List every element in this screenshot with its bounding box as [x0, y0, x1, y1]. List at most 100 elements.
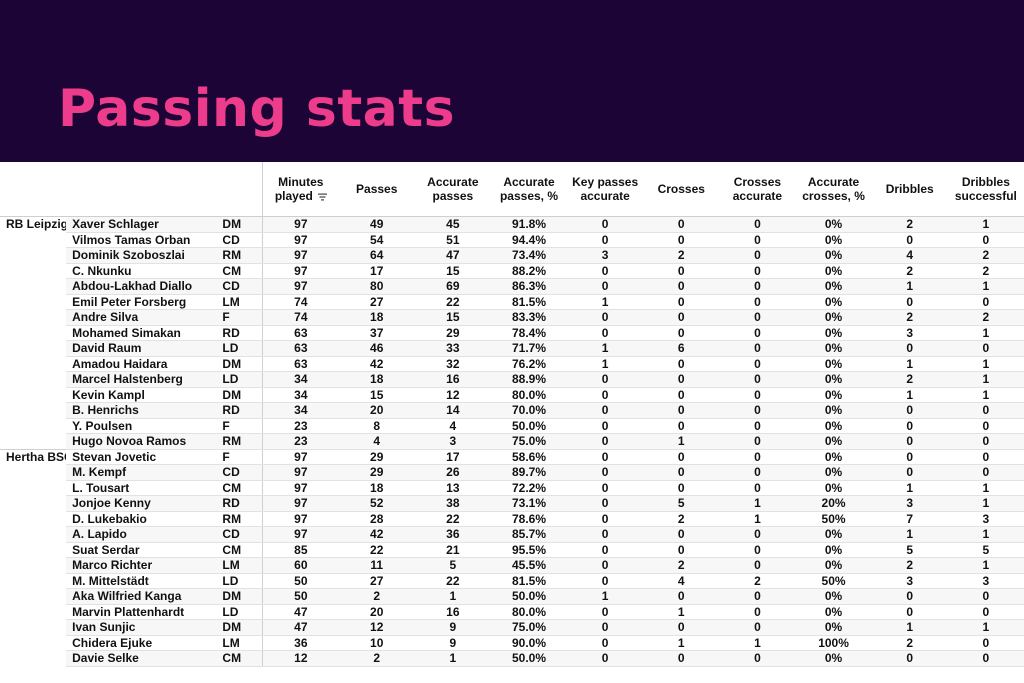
- table-row[interactable]: RB Leipzig Xaver Schlager DM 97 49 45 91.8% 0 0 0…: [0, 216, 1024, 449]
- player-name: Suat Serdar: [66, 542, 223, 558]
- column-header-dribbles-successful[interactable]: Dribbles successful: [947, 162, 1024, 217]
- stat-minutes-played: 47: [261, 619, 339, 636]
- stat-accurate-passes: 17: [414, 448, 491, 465]
- stat-crosses-accurate: 0: [719, 433, 796, 450]
- stat-accurate-crosses-pct: 100%: [795, 635, 872, 651]
- stat-dribbles: 2: [871, 371, 948, 388]
- stat-passes: 42: [338, 526, 415, 543]
- player-position: DM: [222, 387, 263, 403]
- column-header-key-passes-accurate[interactable]: Key passes accurate: [567, 162, 644, 217]
- player-position: DM: [222, 216, 263, 233]
- stat-minutes-played: 36: [261, 635, 339, 651]
- player-position: F: [222, 418, 263, 434]
- stat-accurate-passes: 4: [414, 418, 491, 434]
- player-position: LM: [222, 294, 263, 310]
- stat-accurate-passes-pct: 75.0%: [490, 433, 568, 450]
- stat-passes: 37: [338, 325, 415, 341]
- stat-accurate-passes-pct: 50.0%: [490, 418, 568, 434]
- stat-minutes-played: 60: [261, 557, 339, 574]
- table-row[interactable]: Hertha BSC Stevan Jovetic F 97 29 17 58.6% 0 0 0 0…: [0, 448, 1024, 666]
- table-row[interactable]: Mohamed Simakan RD 63 37 29 78.4% 0 0 0 0% 3 1: [0, 325, 1024, 341]
- stat-accurate-passes: 1: [414, 588, 491, 605]
- player-position: DM: [222, 619, 263, 636]
- stat-key-passes-accurate: 0: [567, 232, 644, 248]
- column-header-accurate-passes[interactable]: Accurate passes: [414, 162, 491, 217]
- stat-crosses: 1: [643, 635, 720, 651]
- stat-key-passes-accurate: 0: [567, 526, 644, 543]
- table-row[interactable]: Marco Richter LM 60 11 5 45.5% 0 2 0 0% 2 1: [0, 557, 1024, 574]
- stat-accurate-passes: 1: [414, 650, 491, 667]
- table-row[interactable]: Marvin Plattenhardt LD 47 20 16 80.0% 0 1 0 0% 0 0: [0, 604, 1024, 620]
- stat-dribbles-successful: 2: [947, 309, 1024, 326]
- column-header-minutes-played[interactable]: Minutes played: [261, 162, 339, 217]
- stat-crosses-accurate: 0: [719, 340, 796, 357]
- column-header-crosses-accurate[interactable]: Crosses accurate: [719, 162, 796, 217]
- table-row[interactable]: Marcel Halstenberg LD 34 18 16 88.9% 0 0 0 0% 2 1: [0, 371, 1024, 388]
- table-row[interactable]: Dominik Szoboszlai RM 97 64 47 73.4% 3 2 0 0% 4 2: [0, 247, 1024, 264]
- stat-crosses-accurate: 0: [719, 371, 796, 388]
- table-row[interactable]: Kevin Kampl DM 34 15 12 80.0% 0 0 0 0% 1 1: [0, 387, 1024, 403]
- table-row[interactable]: Chidera Ejuke LM 36 10 9 90.0% 0 1 1 100% 2 0: [0, 635, 1024, 651]
- column-header-accurate-passes-pct[interactable]: Accurate passes, %: [490, 162, 568, 217]
- stat-accurate-passes-pct: 91.8%: [490, 216, 568, 233]
- table-row[interactable]: L. Tousart CM 97 18 13 72.2% 0 0 0 0% 1 1: [0, 480, 1024, 496]
- sort-descending-icon[interactable]: [317, 193, 327, 201]
- stat-dribbles: 0: [871, 232, 948, 248]
- stat-accurate-passes: 9: [414, 619, 491, 636]
- table-row[interactable]: Davie Selke CM 12 2 1 50.0% 0 0 0 0% 0 0: [0, 650, 1024, 667]
- stat-dribbles-successful: 1: [947, 216, 1024, 233]
- table-row[interactable]: A. Lapido CD 97 42 36 85.7% 0 0 0 0% 1 1: [0, 526, 1024, 543]
- stat-accurate-passes: 36: [414, 526, 491, 543]
- table-row[interactable]: Aka Wilfried Kanga DM 50 2 1 50.0% 1 0 0 0% 0 0: [0, 588, 1024, 605]
- stat-accurate-crosses-pct: 0%: [795, 216, 872, 233]
- stat-accurate-crosses-pct: 0%: [795, 619, 872, 636]
- stat-minutes-played: 97: [261, 526, 339, 543]
- stat-accurate-passes-pct: 81.5%: [490, 294, 568, 310]
- table-row[interactable]: M. Kempf CD 97 29 26 89.7% 0 0 0 0% 0 0: [0, 464, 1024, 481]
- table-row[interactable]: Andre Silva F 74 18 15 83.3% 0 0 0 0% 2 2: [0, 309, 1024, 326]
- stat-dribbles-successful: 2: [947, 247, 1024, 264]
- stat-passes: 17: [338, 263, 415, 279]
- stat-accurate-passes-pct: 50.0%: [490, 650, 568, 667]
- table-row[interactable]: Amadou Haidara DM 63 42 32 76.2% 1 0 0 0% 1 1: [0, 356, 1024, 372]
- table-row[interactable]: Emil Peter Forsberg LM 74 27 22 81.5% 1 0 0 0% 0 0: [0, 294, 1024, 310]
- stat-accurate-passes: 12: [414, 387, 491, 403]
- table-row[interactable]: Abdou-Lakhad Diallo CD 97 80 69 86.3% 0 0 0 0% 1 1: [0, 278, 1024, 295]
- table-row[interactable]: B. Henrichs RD 34 20 14 70.0% 0 0 0 0% 0 0: [0, 402, 1024, 419]
- table-row[interactable]: Y. Poulsen F 23 8 4 50.0% 0 0 0 0% 0 0: [0, 418, 1024, 434]
- column-header-crosses[interactable]: Crosses: [643, 162, 720, 217]
- stat-passes: 2: [338, 650, 415, 667]
- stat-crosses: 2: [643, 511, 720, 527]
- stat-crosses-accurate: 1: [719, 495, 796, 512]
- table-row[interactable]: D. Lukebakio RM 97 28 22 78.6% 0 2 1 50% 7 3: [0, 511, 1024, 527]
- stat-crosses: 1: [643, 604, 720, 620]
- player-position: LM: [222, 557, 263, 574]
- stat-key-passes-accurate: 0: [567, 557, 644, 574]
- stat-minutes-played: 34: [261, 371, 339, 388]
- stat-key-passes-accurate: 0: [567, 309, 644, 326]
- stat-accurate-passes: 26: [414, 464, 491, 481]
- column-header-accurate-crosses-pct[interactable]: Accurate crosses, %: [795, 162, 872, 217]
- stat-accurate-passes: 22: [414, 573, 491, 589]
- table-row[interactable]: Ivan Sunjic DM 47 12 9 75.0% 0 0 0 0% 1 1: [0, 619, 1024, 636]
- table-row[interactable]: Jonjoe Kenny RD 97 52 38 73.1% 0 5 1 20% 3 1: [0, 495, 1024, 512]
- column-header-label: Minutes played: [274, 175, 324, 203]
- stat-crosses: 0: [643, 263, 720, 279]
- table-row[interactable]: C. Nkunku CM 97 17 15 88.2% 0 0 0 0% 2 2: [0, 263, 1024, 279]
- table-row[interactable]: Vilmos Tamas Orban CD 97 54 51 94.4% 0 0 0 0% 0 0: [0, 232, 1024, 248]
- column-header-dribbles[interactable]: Dribbles: [871, 162, 948, 217]
- column-header-passes[interactable]: Passes: [338, 162, 415, 217]
- stat-crosses: 4: [643, 573, 720, 589]
- table-row[interactable]: Hugo Novoa Ramos RM 23 4 3 75.0% 0 1 0 0% 0 0: [0, 433, 1024, 450]
- stat-key-passes-accurate: 1: [567, 294, 644, 310]
- table-row[interactable]: David Raum LD 63 46 33 71.7% 1 6 0 0% 0 0: [0, 340, 1024, 357]
- table-row[interactable]: M. Mittelstädt LD 50 27 22 81.5% 0 4 2 50% 3 3: [0, 573, 1024, 589]
- table-row[interactable]: Suat Serdar CM 85 22 21 95.5% 0 0 0 0% 5 5: [0, 542, 1024, 558]
- stat-crosses-accurate: 0: [719, 557, 796, 574]
- passing-stats-table: Minutes played Passes Accurate passes Ac…: [0, 162, 1024, 667]
- stat-crosses: 0: [643, 278, 720, 295]
- player-name: Abdou-Lakhad Diallo: [66, 278, 223, 295]
- stat-minutes-played: 12: [261, 650, 339, 667]
- stat-dribbles: 5: [871, 542, 948, 558]
- stat-accurate-passes: 22: [414, 511, 491, 527]
